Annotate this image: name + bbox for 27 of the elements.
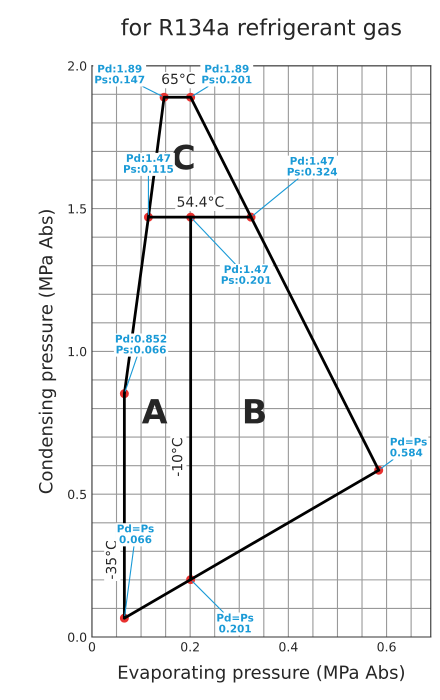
annotation: -10°C	[172, 438, 182, 476]
annotation: Pd=Ps 0.066	[118, 524, 154, 544]
y-tick-label: 1.0	[68, 346, 86, 356]
annotation: Pd:1.47 Ps:0.201	[222, 265, 271, 284]
annotation: Pd:1.47 Ps:0.115	[124, 154, 174, 173]
y-tick-label: 2.0	[68, 61, 86, 71]
annotation: Pd=Ps 0.584	[390, 438, 427, 456]
annotation: Pd:1.89 Ps:0.147	[95, 64, 144, 84]
annotation: 65°C	[162, 74, 195, 84]
x-tick-label: 0.4	[279, 642, 298, 652]
y-axis-title: Condensing pressure (MPa Abs)	[38, 210, 56, 494]
x-tick-label: 0.6	[377, 642, 396, 652]
y-tick-label: 0.0	[68, 632, 86, 642]
chart-title: for R134a refrigerant gas	[121, 18, 401, 40]
y-tick-label: 1.5	[68, 204, 86, 214]
y-tick-label: 0.5	[68, 490, 86, 500]
x-tick-label: 0	[88, 642, 96, 652]
annotation: Pd:0.852 Ps:0.066	[116, 334, 166, 354]
annotation: Pd:1.89 Ps:0.201	[202, 64, 252, 84]
annotation: B	[244, 399, 265, 424]
x-tick-label: 0.2	[181, 642, 199, 652]
annotation: -35°C	[106, 540, 116, 579]
annotation: Pd=Ps 0.201	[217, 614, 254, 632]
annotation: A	[142, 399, 168, 424]
annotation: Pd:1.47 Ps:0.324	[288, 156, 338, 176]
annotation: 54.4°C	[178, 196, 224, 207]
x-axis-title: Evaporating pressure (MPa Abs)	[118, 665, 404, 683]
